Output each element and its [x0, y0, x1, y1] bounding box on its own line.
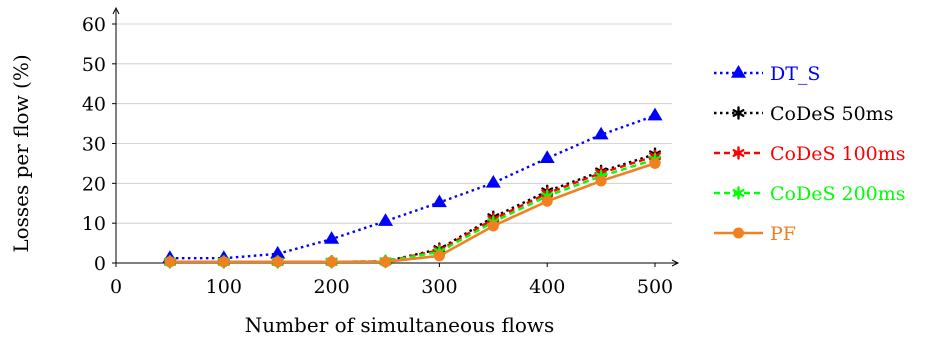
data-point: [164, 256, 176, 268]
series-codes-200ms: [163, 152, 661, 269]
x-tick-label: 300: [421, 276, 457, 298]
data-point: [487, 220, 499, 232]
series-line: [169, 162, 656, 264]
legend-label: PF: [770, 223, 796, 245]
grid-layer: [116, 23, 672, 224]
data-point: [649, 157, 661, 169]
data-point: [539, 150, 555, 163]
y-tick-label: 40: [82, 94, 106, 116]
legend-marker: [730, 65, 747, 78]
data-point: [595, 175, 607, 187]
data-point: [218, 256, 230, 268]
marker-core: [735, 150, 742, 156]
axis-layer: 0 10 20 30 40 50 60 0 100 200 300 400 500: [82, 6, 680, 298]
data-point: [593, 126, 609, 140]
x-axis-arrow: [671, 259, 680, 267]
y-tick-label: 20: [82, 173, 106, 195]
legend-label: CoDeS 100ms: [770, 143, 906, 165]
x-tick-label: 400: [529, 276, 565, 298]
legend-label: DT_S: [770, 63, 820, 85]
data-point: [541, 195, 553, 207]
y-tick-label: 50: [82, 54, 106, 76]
legend-marker: [732, 146, 745, 160]
data-point: [433, 250, 445, 262]
series-line: [169, 158, 656, 264]
data-point: [485, 174, 501, 188]
data-point: [377, 213, 394, 226]
series-codes-50ms: [163, 147, 661, 269]
series-line: [169, 153, 656, 264]
data-point: [326, 256, 338, 268]
legend-item: CoDeS 200ms: [714, 183, 906, 205]
legend-label: CoDeS 50ms: [770, 103, 893, 125]
legend-marker: [733, 227, 744, 239]
data-point: [431, 194, 447, 208]
y-axis-label: Losses per flow (%): [9, 54, 33, 252]
series-line: [169, 155, 656, 264]
y-tick-label: 10: [82, 213, 106, 235]
x-tick-label: 500: [637, 276, 673, 298]
y-tick-label: 30: [82, 134, 106, 156]
legend-item: DT_S: [714, 63, 820, 85]
x-tick-label: 0: [110, 276, 122, 298]
legend-marker: [732, 186, 745, 200]
y-tick-label: 60: [82, 14, 106, 36]
legend-item: CoDeS 100ms: [714, 143, 906, 165]
legend-item: CoDeS 50ms: [714, 103, 893, 125]
x-axis-label: Number of simultaneous flows: [245, 313, 555, 336]
data-point: [324, 231, 340, 244]
legend-item: PF: [714, 223, 796, 245]
marker-core: [735, 190, 742, 196]
series-layer: [162, 107, 663, 269]
legend-marker: [732, 106, 745, 120]
marker-core: [735, 110, 742, 116]
legend-label: CoDeS 200ms: [770, 183, 906, 205]
data-point: [647, 107, 663, 121]
x-tick-label: 100: [206, 276, 242, 298]
x-tick-label: 200: [313, 276, 349, 298]
legend: DT_S CoDeS 50ms CoDeS 100ms CoDeS 200ms PF: [714, 63, 906, 245]
y-tick-label: 0: [94, 253, 106, 275]
series-pf: [164, 157, 661, 268]
data-point: [380, 256, 391, 268]
series-codes-100ms: [163, 149, 661, 269]
data-point: [272, 256, 284, 268]
y-axis-arrow: [112, 6, 120, 15]
